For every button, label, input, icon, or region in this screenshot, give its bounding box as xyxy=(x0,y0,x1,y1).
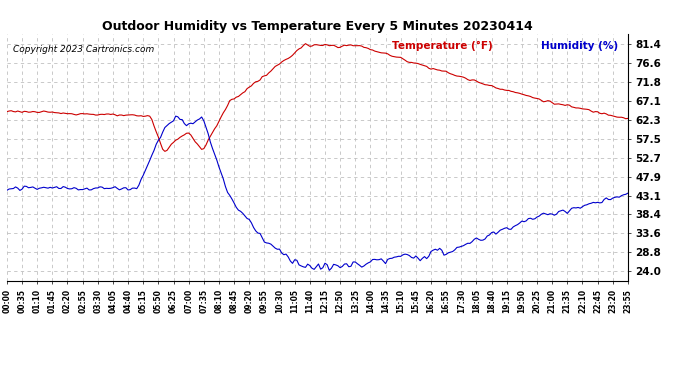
Text: Humidity (%): Humidity (%) xyxy=(541,41,618,51)
Text: Copyright 2023 Cartronics.com: Copyright 2023 Cartronics.com xyxy=(13,45,155,54)
Title: Outdoor Humidity vs Temperature Every 5 Minutes 20230414: Outdoor Humidity vs Temperature Every 5 … xyxy=(102,20,533,33)
Text: Temperature (°F): Temperature (°F) xyxy=(392,41,493,51)
